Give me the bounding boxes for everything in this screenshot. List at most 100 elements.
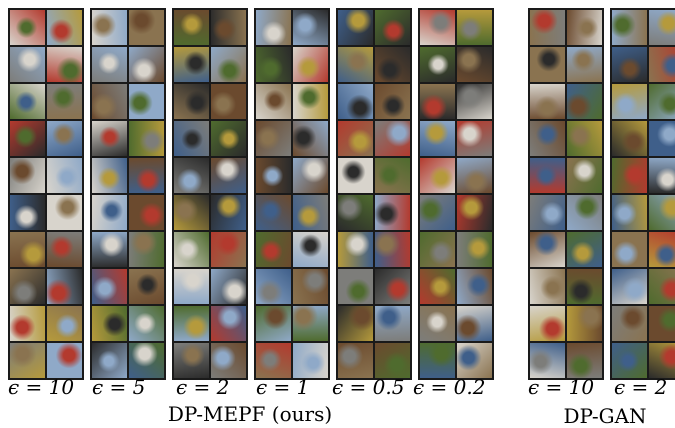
sample-image-tile <box>293 195 328 230</box>
sample-image-tile <box>420 306 455 341</box>
sample-image-tile <box>129 158 164 193</box>
sample-image-tile <box>420 195 455 230</box>
sample-image-tile <box>211 343 246 378</box>
sample-image-tile <box>567 47 602 82</box>
sample-image-tile <box>174 84 209 119</box>
sample-image-tile <box>10 84 45 119</box>
sample-image-tile <box>174 343 209 378</box>
sample-image-tile <box>256 195 291 230</box>
sample-image-tile <box>10 121 45 156</box>
sample-image-tile <box>47 47 82 82</box>
sample-image-tile <box>649 10 675 45</box>
eps-label-mepf-0.2: ϵ = 0.2 <box>413 375 486 399</box>
sample-image-tile <box>457 269 492 304</box>
sample-image-tile <box>256 84 291 119</box>
sample-image-tile <box>256 343 291 378</box>
sample-image-tile <box>293 84 328 119</box>
sample-image-tile <box>567 306 602 341</box>
sample-image-tile <box>375 84 410 119</box>
sample-image-tile <box>612 158 647 193</box>
eps-label-mepf-5: ϵ = 5 <box>92 375 146 399</box>
sample-image-tile <box>649 343 675 378</box>
sample-image-tile <box>174 306 209 341</box>
sample-grid-mepf-eps10 <box>8 8 84 380</box>
sample-image-tile <box>457 232 492 267</box>
sample-image-tile <box>293 232 328 267</box>
sample-image-tile <box>530 47 565 82</box>
sample-image-tile <box>92 10 127 45</box>
sample-image-tile <box>567 10 602 45</box>
sample-image-tile <box>338 84 373 119</box>
sample-image-tile <box>92 343 127 378</box>
sample-image-tile <box>211 121 246 156</box>
sample-image-tile <box>47 343 82 378</box>
sample-image-tile <box>47 121 82 156</box>
sample-grid-gan-eps2 <box>610 8 675 380</box>
sample-image-tile <box>47 84 82 119</box>
sample-image-tile <box>457 195 492 230</box>
sample-image-tile <box>530 84 565 119</box>
group-title-mepf: DP-MEPF (ours) <box>167 402 333 426</box>
sample-grid-mepf-eps1 <box>254 8 330 380</box>
sample-image-tile <box>92 306 127 341</box>
sample-image-tile <box>256 306 291 341</box>
sample-image-tile <box>256 158 291 193</box>
sample-image-tile <box>530 121 565 156</box>
sample-image-tile <box>420 84 455 119</box>
sample-image-tile <box>174 269 209 304</box>
sample-image-tile <box>129 84 164 119</box>
sample-image-tile <box>649 121 675 156</box>
sample-image-tile <box>293 10 328 45</box>
sample-image-tile <box>211 10 246 45</box>
sample-image-tile <box>10 195 45 230</box>
sample-image-tile <box>375 47 410 82</box>
sample-image-tile <box>649 195 675 230</box>
sample-image-tile <box>10 343 45 378</box>
sample-image-tile <box>612 343 647 378</box>
sample-image-tile <box>420 47 455 82</box>
sample-image-tile <box>375 232 410 267</box>
sample-image-tile <box>567 269 602 304</box>
sample-image-tile <box>47 158 82 193</box>
sample-image-tile <box>129 343 164 378</box>
sample-image-tile <box>92 158 127 193</box>
sample-image-tile <box>129 232 164 267</box>
sample-image-tile <box>530 343 565 378</box>
group-title-gan: DP-GAN <box>563 404 647 428</box>
sample-image-tile <box>420 121 455 156</box>
sample-image-tile <box>612 84 647 119</box>
sample-image-tile <box>47 232 82 267</box>
sample-image-tile <box>256 232 291 267</box>
sample-image-tile <box>338 195 373 230</box>
sample-image-tile <box>10 306 45 341</box>
sample-image-tile <box>47 10 82 45</box>
sample-image-tile <box>612 269 647 304</box>
sample-image-tile <box>457 343 492 378</box>
sample-image-tile <box>211 158 246 193</box>
sample-image-tile <box>375 10 410 45</box>
sample-image-tile <box>457 121 492 156</box>
sample-image-tile <box>129 306 164 341</box>
sample-image-tile <box>174 47 209 82</box>
sample-image-tile <box>567 232 602 267</box>
sample-image-tile <box>530 269 565 304</box>
sample-image-tile <box>129 10 164 45</box>
sample-image-tile <box>530 195 565 230</box>
sample-image-tile <box>338 158 373 193</box>
sample-image-tile <box>457 84 492 119</box>
sample-image-tile <box>649 306 675 341</box>
sample-image-tile <box>256 10 291 45</box>
sample-image-tile <box>420 232 455 267</box>
sample-image-tile <box>649 158 675 193</box>
sample-image-tile <box>457 10 492 45</box>
sample-image-tile <box>174 10 209 45</box>
sample-image-tile <box>92 232 127 267</box>
sample-image-tile <box>129 121 164 156</box>
sample-grid-mepf-eps5 <box>90 8 166 380</box>
sample-image-tile <box>457 306 492 341</box>
sample-image-tile <box>211 195 246 230</box>
sample-image-tile <box>338 269 373 304</box>
sample-image-tile <box>375 269 410 304</box>
sample-image-tile <box>375 343 410 378</box>
sample-image-tile <box>649 269 675 304</box>
